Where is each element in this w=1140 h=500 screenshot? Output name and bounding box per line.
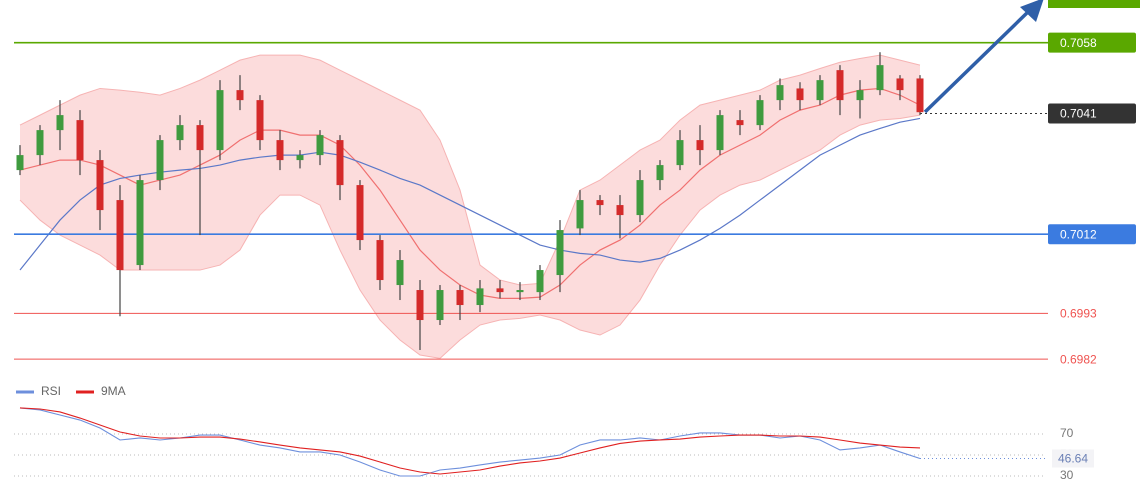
candle-body: [596, 200, 604, 206]
moving-average: [19, 117, 921, 271]
moving-average: [19, 87, 921, 299]
candle-body: [256, 100, 264, 141]
rsi-line: [19, 407, 921, 475]
band-lower: [19, 114, 921, 359]
candle-body: [736, 120, 744, 126]
candle-body: [576, 200, 584, 229]
rsi-line: [19, 407, 921, 477]
candle-body: [676, 140, 684, 166]
candle-body: [776, 85, 784, 101]
forecast-arrow: [923, 8, 1032, 114]
price-label-box: [1048, 32, 1136, 53]
forecast-arrow-head: [1020, 0, 1044, 22]
candle-body: [216, 90, 224, 151]
candle-body: [636, 180, 644, 216]
candle-body: [376, 240, 384, 281]
candle-body: [796, 88, 804, 101]
candle-body: [716, 115, 724, 151]
candle-body: [516, 290, 524, 293]
candle-body: [696, 140, 704, 151]
rsi-pane: 305070RSI9MA46.64: [14, 384, 1094, 482]
candle-body: [756, 100, 764, 126]
candle-body: [356, 185, 364, 241]
candle-body: [296, 155, 304, 161]
candle-body: [416, 290, 424, 321]
candle-body: [856, 90, 864, 101]
candle-body: [36, 130, 44, 156]
candle-body: [916, 78, 924, 113]
price-pane: 0.7058 0.7041 0.7012 0.6993 0.6982: [14, 32, 1136, 366]
candle-body: [336, 140, 344, 186]
candle-body: [656, 165, 664, 181]
y-tick-label: 70: [1060, 426, 1074, 440]
candle-body: [56, 115, 64, 131]
price-label: 0.7012: [1060, 227, 1097, 241]
candle-body: [496, 288, 504, 293]
candle-body: [396, 260, 404, 286]
price-label: 0.6993: [1060, 307, 1097, 321]
legend-label: 9MA: [101, 384, 126, 398]
legend-label: RSI: [41, 384, 61, 398]
candle-body: [116, 200, 124, 271]
candle-body: [236, 90, 244, 101]
candle-body: [836, 70, 844, 101]
candle-body: [476, 288, 484, 306]
candle-body: [76, 120, 84, 161]
price-label: 0.7058: [1060, 36, 1097, 50]
candle-body: [816, 80, 824, 101]
price-label: 0.6982: [1060, 352, 1097, 366]
candle-body: [556, 230, 564, 276]
candle-body: [196, 125, 204, 151]
candle-body: [896, 78, 904, 91]
candle-body: [616, 205, 624, 216]
y-tick-label: 30: [1060, 468, 1074, 482]
candle-body: [16, 155, 24, 171]
candle-body: [536, 270, 544, 293]
price-label-box: [1048, 103, 1136, 124]
price-label-box: [1048, 224, 1136, 245]
candle-body: [436, 290, 444, 321]
candle-body: [136, 180, 144, 266]
candle-body: [96, 160, 104, 211]
price-label: 0.7041: [1060, 107, 1097, 121]
candle-body: [316, 135, 324, 156]
target-label-box: [1048, 0, 1140, 8]
candle-body: [176, 125, 184, 141]
band-upper: [19, 54, 921, 286]
candle-body: [456, 290, 464, 306]
candle-body: [156, 140, 164, 181]
last-value-label: 46.64: [1058, 452, 1088, 466]
candle-body: [876, 65, 884, 91]
candle-body: [276, 140, 284, 161]
last-value-box: [1052, 449, 1094, 468]
bollinger-band: [20, 55, 920, 359]
